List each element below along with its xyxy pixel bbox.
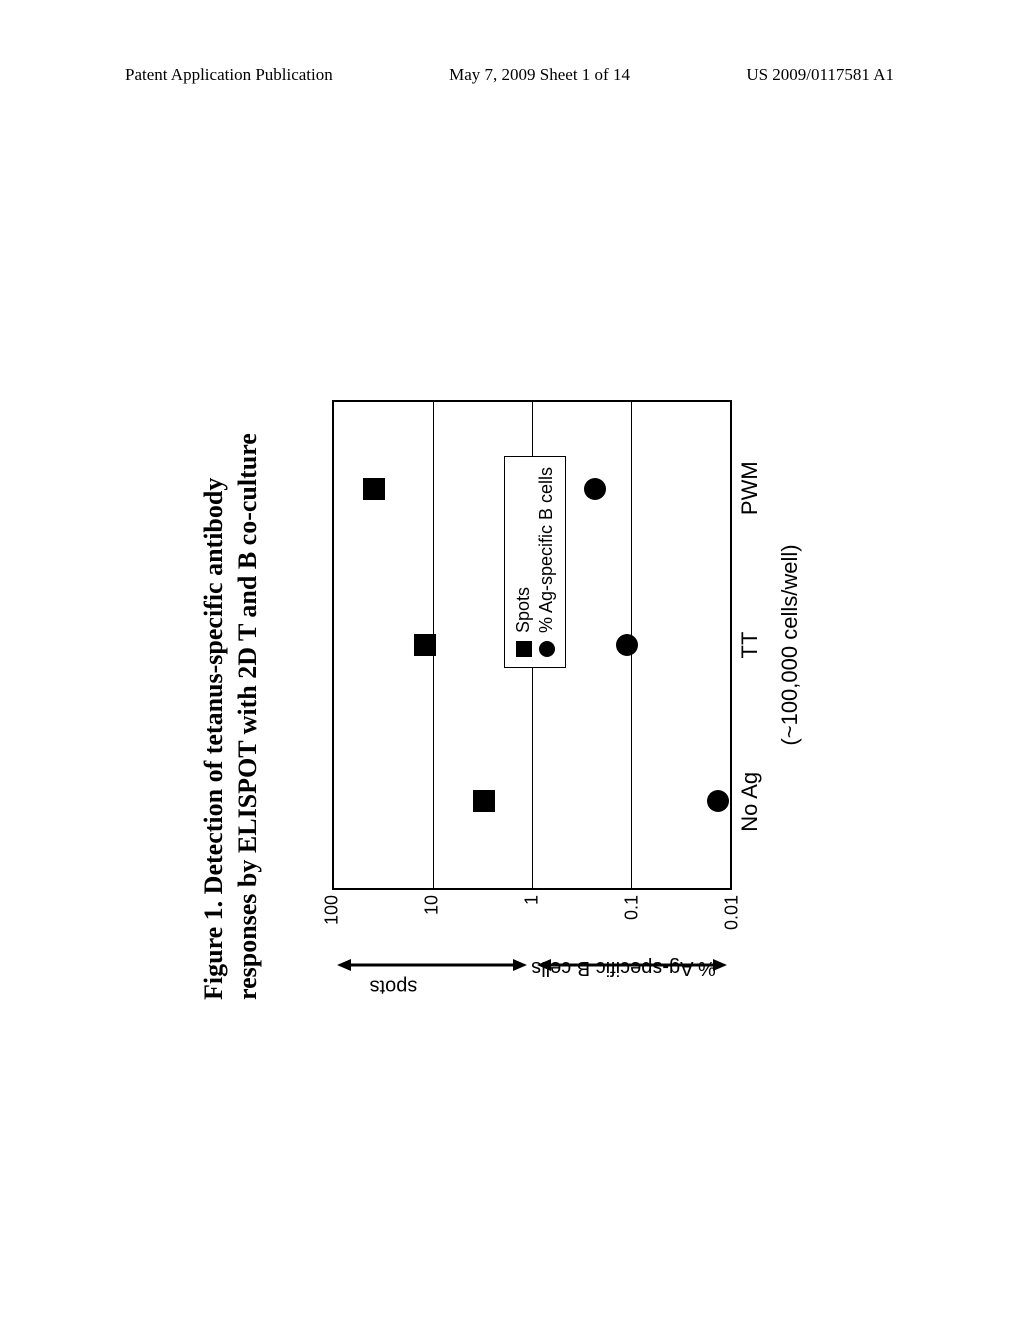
figure-content: Figure 1. Detection of tetanus-specific … [162, 210, 862, 1110]
ag-marker [584, 478, 606, 500]
y-tick: 10 [422, 895, 443, 915]
title-line-2: responses by ELISPOT with 2D T and B co-… [231, 433, 265, 1000]
y-axis-labels: 100 10 1 0.1 0.01 [332, 895, 732, 935]
title-line-1: Figure 1. Detection of tetanus-specific … [197, 433, 231, 1000]
legend-row: Spots [513, 467, 534, 657]
x-axis-title: (~100,000 cells/well) [777, 400, 803, 890]
y-title-spots: spots [370, 975, 418, 998]
y-tick: 0.01 [722, 895, 743, 930]
document-header: Patent Application Publication May 7, 20… [0, 65, 1024, 85]
plot-area: Spots % Ag-specific B cells [332, 400, 732, 890]
y-tick: 0.1 [622, 895, 643, 920]
header-left: Patent Application Publication [125, 65, 333, 85]
x-category: PWM [737, 461, 763, 515]
legend-ag-label: % Ag-specific B cells [536, 467, 557, 633]
x-category: TT [737, 632, 763, 659]
chart: Spots % Ag-specific B cells 100 10 1 0.1… [312, 330, 792, 1030]
legend: Spots % Ag-specific B cells [504, 456, 566, 668]
legend-square-icon [516, 641, 532, 657]
figure-title: Figure 1. Detection of tetanus-specific … [197, 433, 265, 1000]
legend-spots-label: Spots [513, 587, 534, 633]
spots-marker [363, 478, 385, 500]
spots-arrow-icon [337, 955, 527, 975]
spots-marker [414, 634, 436, 656]
header-right: US 2009/0117581 A1 [746, 65, 894, 85]
ag-marker [616, 634, 638, 656]
y-tick: 100 [322, 895, 343, 925]
header-center: May 7, 2009 Sheet 1 of 14 [449, 65, 630, 85]
y-title-ag: % Ag-specific B cells [531, 956, 716, 979]
ag-marker [707, 790, 729, 812]
y-axis-titles: spots % Ag-specific B cells [332, 980, 732, 1010]
y-tick: 1 [522, 895, 543, 905]
spots-marker [473, 790, 495, 812]
legend-row: % Ag-specific B cells [536, 467, 557, 657]
legend-circle-icon [539, 641, 555, 657]
x-category: No Ag [737, 772, 763, 832]
